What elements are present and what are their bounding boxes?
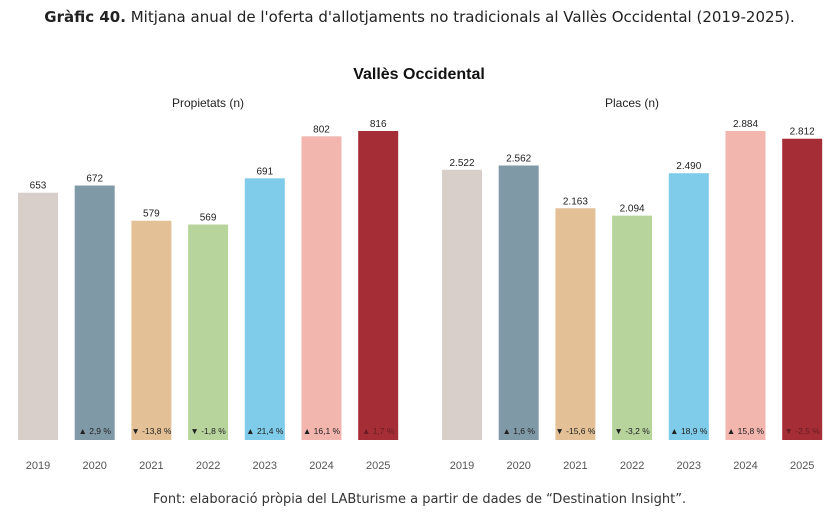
change-label: ▲ 21,4 % — [246, 426, 284, 436]
x-tick-label: 2025 — [366, 460, 390, 472]
change-label: ▼ -1,8 % — [190, 426, 226, 436]
bar-2019 — [18, 192, 58, 440]
change-label: ▼ -2,5 % — [785, 426, 821, 436]
value-label: 2.812 — [790, 127, 815, 138]
caption-text: Mitjana anual de l'oferta d'allotjaments… — [130, 8, 795, 26]
bar-2023 — [244, 178, 285, 440]
bar-2019 — [442, 169, 482, 441]
value-label: 691 — [256, 166, 273, 177]
value-label: 802 — [313, 124, 330, 135]
change-label: ▲ 15,8 % — [727, 426, 765, 436]
value-label: 816 — [370, 119, 387, 130]
bar-2024 — [725, 131, 766, 440]
bar-2022 — [188, 224, 229, 440]
change-label: ▲ 2,9 % — [78, 426, 111, 436]
change-label: ▼ -15,6 % — [555, 426, 596, 436]
x-tick-label: 2020 — [506, 460, 530, 472]
x-tick-label: 2023 — [677, 460, 701, 472]
bar-2022 — [612, 215, 653, 440]
change-label: ▲ 16,1 % — [303, 426, 341, 436]
value-label: 569 — [200, 213, 217, 224]
x-tick-label: 2025 — [790, 460, 814, 472]
value-label: 2.522 — [449, 158, 474, 169]
figure-caption: Gràfic 40. Mitjana anual de l'oferta d'a… — [0, 8, 839, 26]
x-tick-label: 2023 — [253, 460, 277, 472]
bar-2025 — [358, 131, 399, 440]
bar-2020 — [74, 185, 115, 440]
bar-2024 — [301, 136, 342, 441]
chart-title: Vallès Occidental — [353, 66, 485, 83]
change-label: ▼ -3,2 % — [614, 426, 650, 436]
bar-2025 — [782, 138, 823, 440]
x-tick-label: 2021 — [139, 460, 163, 472]
x-tick-label: 2019 — [450, 460, 474, 472]
x-tick-label: 2020 — [82, 460, 106, 472]
change-label: ▲ 18,9 % — [670, 426, 708, 436]
caption-label: Gràfic 40. — [44, 8, 126, 26]
value-label: 2.490 — [676, 161, 701, 172]
value-label: 653 — [30, 181, 47, 192]
bar-2023 — [668, 173, 709, 440]
change-label: ▲ 1,7 % — [362, 426, 395, 436]
x-tick-label: 2022 — [620, 460, 644, 472]
x-tick-label: 2022 — [196, 460, 220, 472]
x-tick-label: 2019 — [26, 460, 50, 472]
bar-2020 — [498, 165, 539, 440]
value-label: 2.562 — [506, 154, 531, 165]
bar-2021 — [131, 220, 172, 440]
x-tick-label: 2021 — [563, 460, 587, 472]
x-tick-label: 2024 — [309, 460, 333, 472]
change-label: ▲ 1,6 % — [502, 426, 535, 436]
subtitle-places: Places (n) — [605, 96, 659, 110]
change-label: ▼ -13,8 % — [131, 426, 172, 436]
value-label: 672 — [86, 174, 103, 185]
value-label: 2.884 — [733, 119, 758, 130]
bar-2021 — [555, 208, 596, 440]
value-label: 579 — [143, 209, 160, 220]
value-label: 2.163 — [563, 196, 588, 207]
x-tick-label: 2024 — [733, 460, 757, 472]
value-label: 2.094 — [620, 204, 645, 215]
source-note: Font: elaboració pròpia del LABturisme a… — [152, 492, 687, 507]
subtitle-propietats: Propietats (n) — [172, 96, 244, 110]
